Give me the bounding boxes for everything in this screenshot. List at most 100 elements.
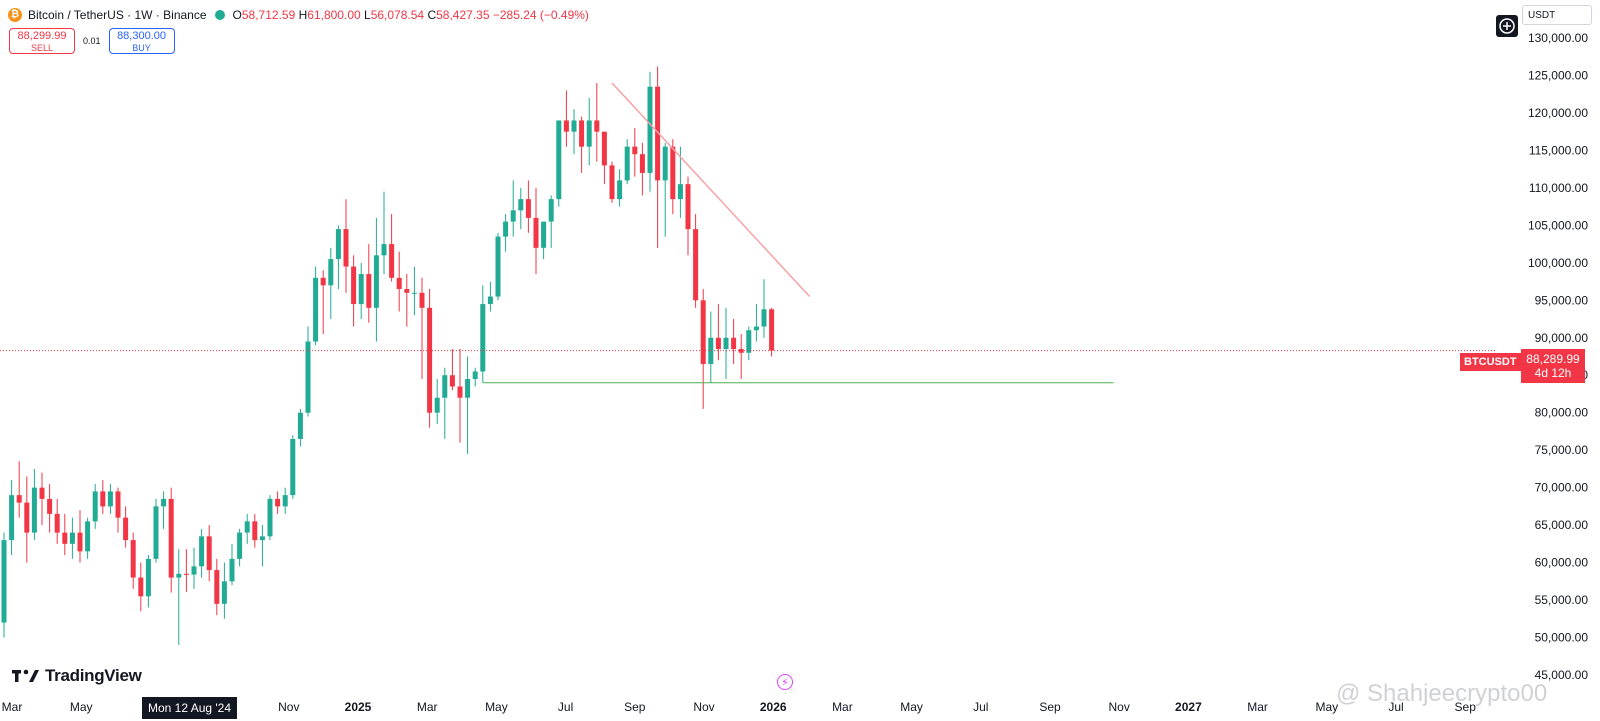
ohlc-values: O58,712.59 H61,800.00 L56,078.54 C58,427… (233, 8, 589, 22)
candle-body (297, 412, 303, 439)
candle-body (731, 337, 737, 350)
candle-body (404, 289, 410, 293)
candle-body (92, 491, 98, 522)
price-tick-label: 65,000.00 (1535, 518, 1589, 532)
plus-circle-icon (1499, 18, 1515, 34)
low-value: 56,078.54 (370, 8, 425, 22)
candle-body (9, 495, 15, 541)
candle-body (609, 165, 615, 200)
time-tick-label: Jul (558, 700, 573, 714)
countdown-value: 4d 12h (1534, 366, 1572, 380)
candle-body (662, 146, 668, 181)
time-tick-label: Mar (832, 700, 853, 714)
candle-body (305, 341, 311, 413)
candle-body (275, 498, 281, 507)
candle-body (715, 337, 721, 350)
time-tick-label: 2026 (760, 700, 787, 714)
candle-body (373, 255, 379, 308)
currency-select[interactable]: USDT (1522, 5, 1592, 25)
candle-body (16, 495, 22, 503)
price-tick-label: 100,000.00 (1528, 256, 1588, 270)
lightning-icon[interactable]: ⚡ (777, 674, 793, 690)
time-tick-label: Jul (1388, 700, 1403, 714)
candle-body (191, 566, 197, 575)
candle-body (282, 495, 288, 507)
candle-body (1, 540, 7, 623)
candle-body (579, 120, 585, 147)
candle-body (480, 304, 486, 372)
bitcoin-coin-icon: ₿ (8, 8, 22, 22)
low-label: L (364, 8, 371, 22)
time-tick-label: Jul (973, 700, 988, 714)
candle-body (533, 217, 539, 248)
spread-value: 0.01 (83, 36, 101, 46)
candle-body (601, 131, 607, 166)
candle-body (358, 274, 364, 305)
time-tick-label: May (1315, 700, 1338, 714)
symbol-title[interactable]: Bitcoin / TetherUS · 1W · Binance (28, 8, 207, 22)
time-tick-label: 2027 (1175, 700, 1202, 714)
price-tick-label: 45,000.00 (1535, 668, 1589, 682)
candle-body (168, 498, 174, 578)
add-button[interactable] (1496, 15, 1518, 37)
candle-body (85, 521, 91, 552)
candle-body (206, 536, 212, 571)
time-tick-label: Nov (693, 700, 714, 714)
change-value: −285.24 (−0.49%) (492, 8, 589, 22)
candle-body (624, 146, 630, 181)
symbol-header: ₿ Bitcoin / TetherUS · 1W · Binance O58,… (8, 6, 589, 24)
candle-body (457, 386, 463, 398)
candle-body (237, 532, 243, 559)
time-tick-label: Sep (1039, 700, 1061, 714)
close-value: 58,427.35 (436, 8, 490, 22)
time-tick-label: Nov (1109, 700, 1130, 714)
time-tick-label: Mar (1247, 700, 1268, 714)
time-tick-label: Mar (417, 700, 438, 714)
candle-body (700, 300, 706, 364)
candle-body (647, 86, 653, 173)
time-tick-label: Nov (278, 700, 299, 714)
candle-body (161, 498, 167, 507)
sell-button[interactable]: 88,299.99 SELL (9, 28, 75, 54)
candle-body (221, 581, 227, 604)
candle-body (313, 277, 319, 342)
candle-body (100, 491, 106, 507)
candle-body (366, 274, 372, 308)
candle-body (518, 199, 524, 211)
candle-body (510, 210, 516, 222)
candle-body (259, 536, 265, 541)
crosshair-date-label: Mon 12 Aug '24 (142, 697, 238, 719)
candle-body (69, 532, 75, 544)
candle-body (47, 498, 53, 514)
current-price-value: 88,289.99 (1526, 352, 1580, 366)
candle-body (769, 309, 775, 351)
buy-button[interactable]: 88,300.00 BUY (108, 28, 175, 54)
candle-body (252, 521, 258, 541)
candle-body (548, 199, 554, 222)
time-tick-label: Sep (1455, 700, 1477, 714)
candle-body (176, 573, 182, 578)
candle-body (655, 86, 661, 181)
candle-body (62, 532, 68, 544)
candle-body (229, 558, 235, 582)
candle-body (677, 184, 683, 200)
candle-body (708, 337, 714, 364)
candle-body (753, 326, 759, 331)
resistance-trendline (611, 82, 811, 298)
high-value: 61,800.00 (307, 8, 361, 22)
candle-body (389, 244, 395, 278)
time-tick-label: May (70, 700, 93, 714)
candle-body (320, 277, 326, 286)
high-label: H (298, 8, 308, 22)
tradingview-logo[interactable]: TradingView (12, 666, 142, 686)
candle-body (525, 199, 531, 218)
candle-body (39, 487, 45, 499)
price-tick-label: 105,000.00 (1528, 218, 1588, 232)
tv-logo-text: TradingView (45, 666, 142, 685)
price-tick-label: 115,000.00 (1529, 143, 1588, 157)
watermark: @ Shahjeecrypto00 (1336, 680, 1548, 707)
candle-body (419, 292, 425, 308)
price-tick-label: 130,000.00 (1528, 31, 1588, 45)
candle-body (693, 229, 699, 301)
